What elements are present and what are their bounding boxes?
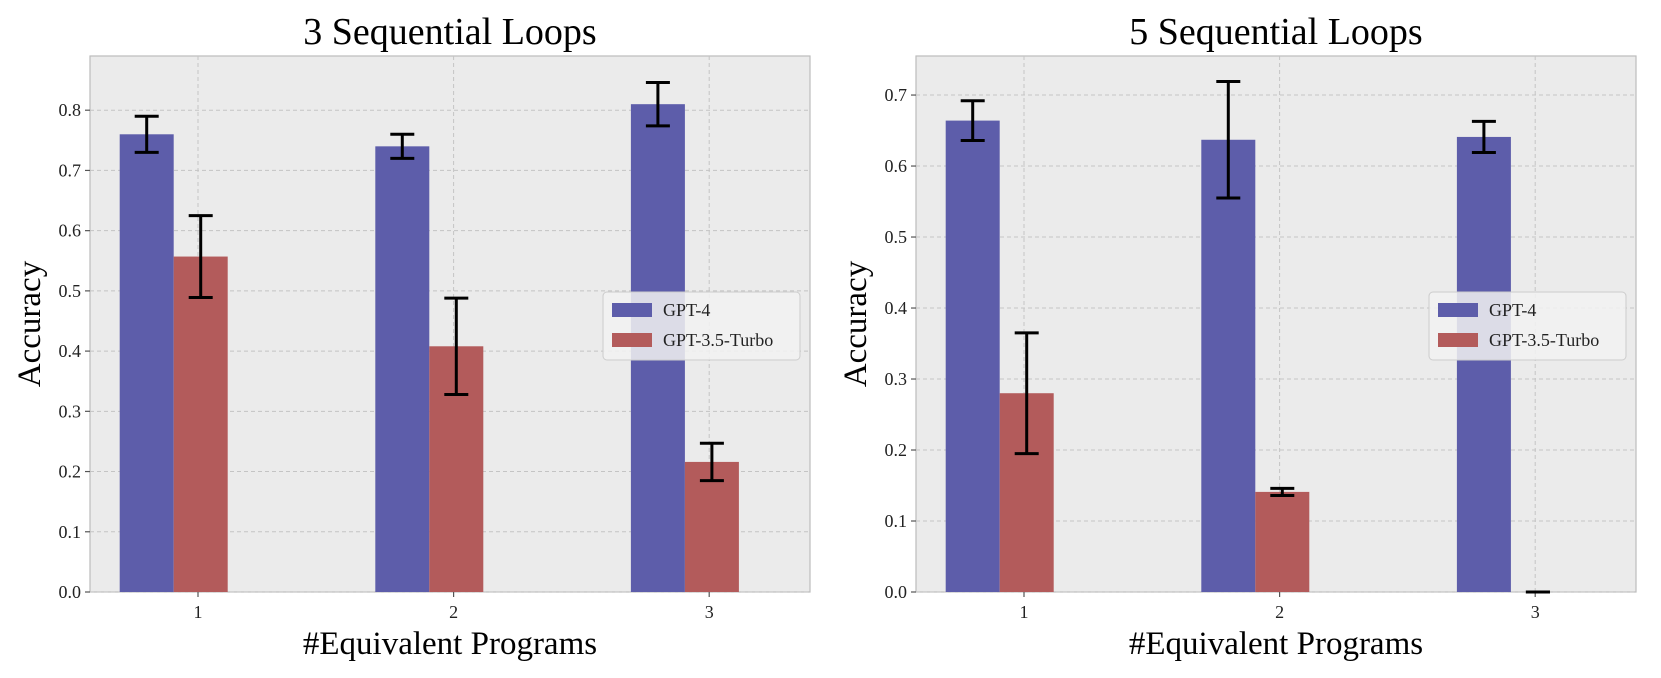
error-bar [444, 296, 469, 396]
x-tick-label: 1 [194, 602, 203, 622]
error-bar [645, 80, 670, 128]
error-bar [1014, 331, 1039, 456]
y-tick-label: 0.4 [885, 298, 908, 318]
y-tick-label: 0.7 [59, 160, 82, 180]
y-tick-label: 0.4 [59, 341, 82, 361]
bar-gpt4-1 [945, 120, 1000, 592]
legend-label-gpt35: GPT-3.5-Turbo [663, 330, 773, 350]
x-axis-label: #Equivalent Programs [303, 626, 597, 662]
x-tick-label: 3 [1531, 602, 1540, 622]
error-bar [960, 99, 985, 142]
x-tick-label: 2 [449, 602, 458, 622]
legend-box [1428, 291, 1627, 361]
error-bar [390, 132, 415, 160]
bar-gpt4-2 [1201, 139, 1256, 592]
legend: GPT-4 GPT-3.5-Turbo [602, 291, 801, 361]
error-bar [699, 441, 724, 483]
chart-5-sequential-loops: 5 Sequential Loops 0.0 0.1 0.2 0.3 0.4 0.5 0.6 0… [838, 11, 1637, 662]
legend-label-gpt35: GPT-3.5-Turbo [1489, 330, 1599, 350]
legend-label-gpt4: GPT-4 [663, 300, 710, 320]
y-axis-label: Accuracy [838, 260, 874, 387]
bar-gpt35-2 [1255, 491, 1310, 592]
bar-gpt4-2 [375, 146, 430, 592]
x-tick-label: 3 [705, 602, 714, 622]
legend-label-gpt4: GPT-4 [1489, 300, 1536, 320]
bar-gpt4-3 [1456, 136, 1511, 593]
legend: GPT-4 GPT-3.5-Turbo [1428, 291, 1627, 361]
y-tick-label: 0.5 [885, 227, 908, 247]
bar-gpt4-1 [119, 134, 174, 593]
bar-gpt35-1 [173, 256, 228, 592]
x-axis-label: #Equivalent Programs [1129, 626, 1423, 662]
error-bar [134, 114, 159, 154]
x-tick-label: 1 [1020, 602, 1029, 622]
bar-gpt35-3 [684, 461, 739, 592]
error-bar [1270, 486, 1295, 497]
y-tick-label: 0.2 [59, 462, 82, 482]
y-tick-label: 0.6 [885, 156, 908, 176]
chart-panel-5-loops: 5 Sequential Loops 0.0 0.1 0.2 0.3 0.4 0.5 0.6 0… [826, 0, 1646, 678]
y-tick-label: 0.8 [59, 100, 82, 120]
legend-swatch-gpt35 [612, 333, 652, 347]
chart-3-sequential-loops: 3 Sequential Loops 0.0 0.1 0.2 0.3 0.4 0.5 0.6 0… [12, 11, 811, 662]
chart-panel-3-loops: 3 Sequential Loops 0.0 0.1 0.2 0.3 0.4 0.5 0.6 0… [0, 0, 820, 678]
y-tick-label: 0.0 [885, 582, 908, 602]
y-tick-label: 0.6 [59, 221, 82, 241]
y-tick-label: 0.1 [59, 522, 82, 542]
y-tick-label: 0.2 [885, 440, 908, 460]
x-tick-label: 2 [1275, 602, 1284, 622]
error-bar [188, 214, 213, 300]
error-bar [1471, 119, 1496, 155]
legend-swatch-gpt4 [612, 303, 652, 317]
chart-title: 5 Sequential Loops [1129, 11, 1422, 53]
y-tick-label: 0.1 [885, 511, 908, 531]
y-axis-label: Accuracy [12, 260, 48, 387]
y-tick-label: 0.0 [59, 582, 82, 602]
y-tick-label: 0.3 [59, 401, 82, 421]
legend-box [602, 291, 801, 361]
legend-swatch-gpt35 [1438, 333, 1478, 347]
legend-swatch-gpt4 [1438, 303, 1478, 317]
y-tick-label: 0.3 [885, 369, 908, 389]
chart-title: 3 Sequential Loops [303, 11, 596, 53]
y-tick-label: 0.5 [59, 281, 82, 301]
y-tick-label: 0.7 [885, 85, 908, 105]
error-bar [1216, 80, 1241, 200]
